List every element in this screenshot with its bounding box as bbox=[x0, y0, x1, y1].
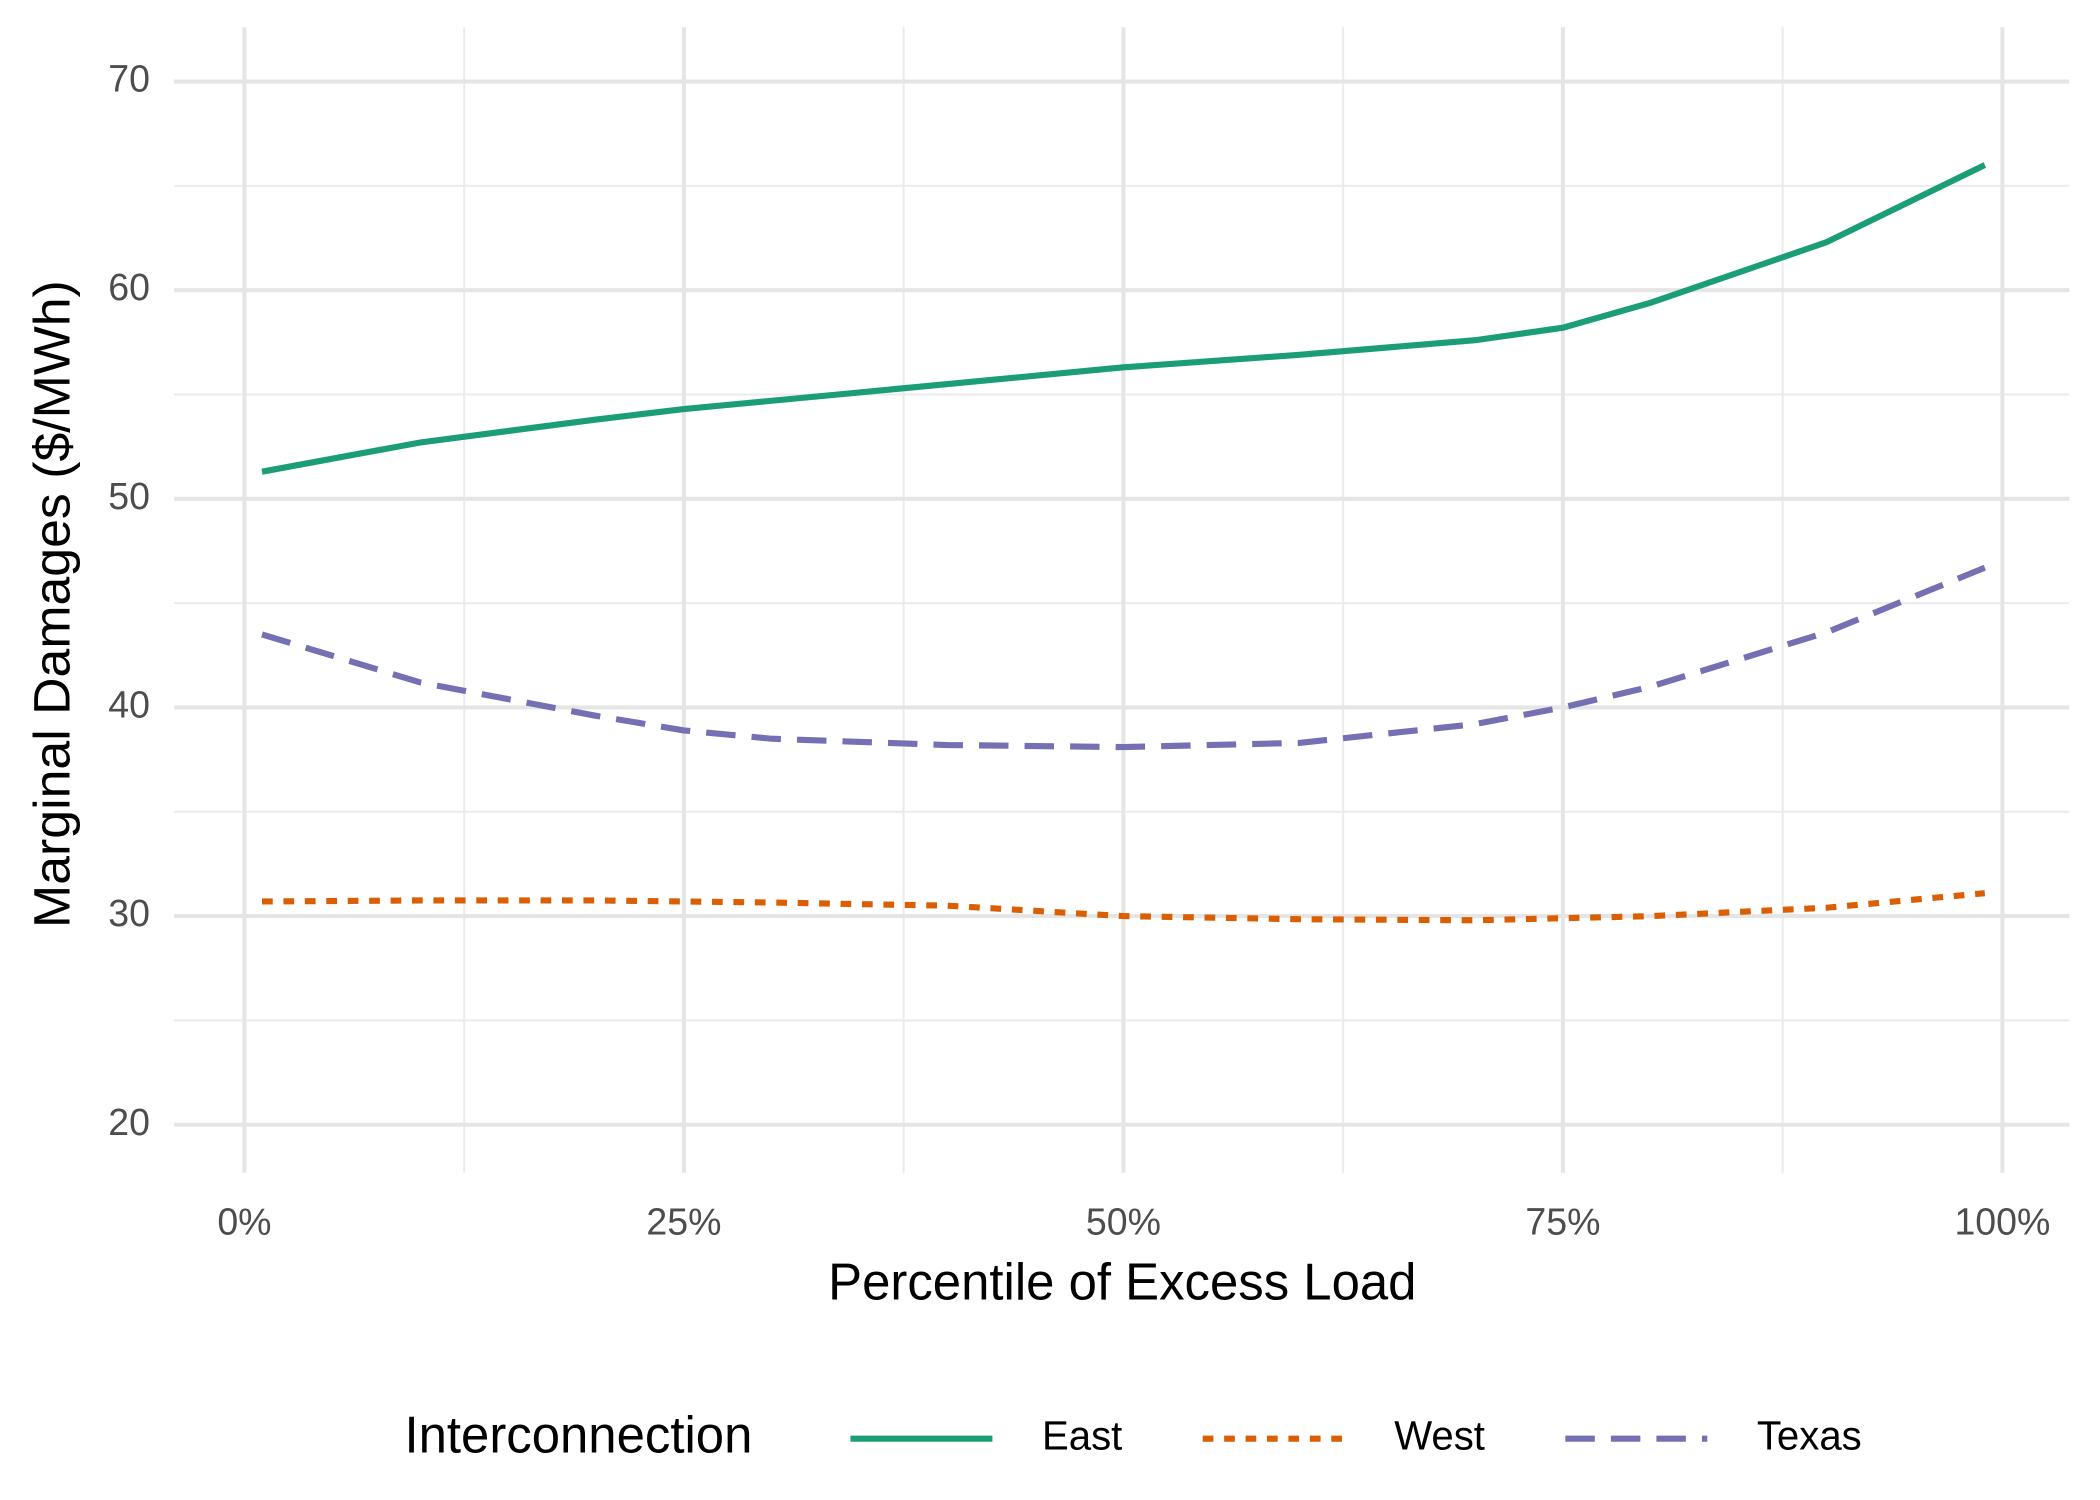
x-tick-label: 50% bbox=[1086, 1201, 1161, 1243]
x-tick-label: 75% bbox=[1525, 1201, 1600, 1243]
x-tick-label: 25% bbox=[646, 1201, 721, 1243]
y-tick-label: 50 bbox=[108, 476, 150, 518]
x-tick-label: 0% bbox=[217, 1201, 271, 1243]
x-tick-label: 100% bbox=[1954, 1201, 2050, 1243]
legend-label: East bbox=[1042, 1412, 1122, 1458]
legend-label: Texas bbox=[1757, 1412, 1862, 1458]
y-tick-label: 60 bbox=[108, 267, 150, 309]
y-tick-label: 30 bbox=[108, 893, 150, 935]
series-line bbox=[261, 564, 1986, 751]
y-axis-title: Marginal Damages ($/MWh) bbox=[24, 280, 80, 928]
legend-title: Interconnection bbox=[404, 1406, 752, 1464]
y-tick-label: 40 bbox=[108, 684, 150, 726]
legend-label: West bbox=[1394, 1412, 1485, 1458]
x-axis-title: Percentile of Excess Load bbox=[828, 1253, 1416, 1311]
series-line bbox=[261, 162, 1987, 475]
series-line bbox=[261, 890, 1986, 924]
y-tick-label: 20 bbox=[108, 1102, 150, 1144]
y-tick-label: 70 bbox=[108, 58, 150, 100]
